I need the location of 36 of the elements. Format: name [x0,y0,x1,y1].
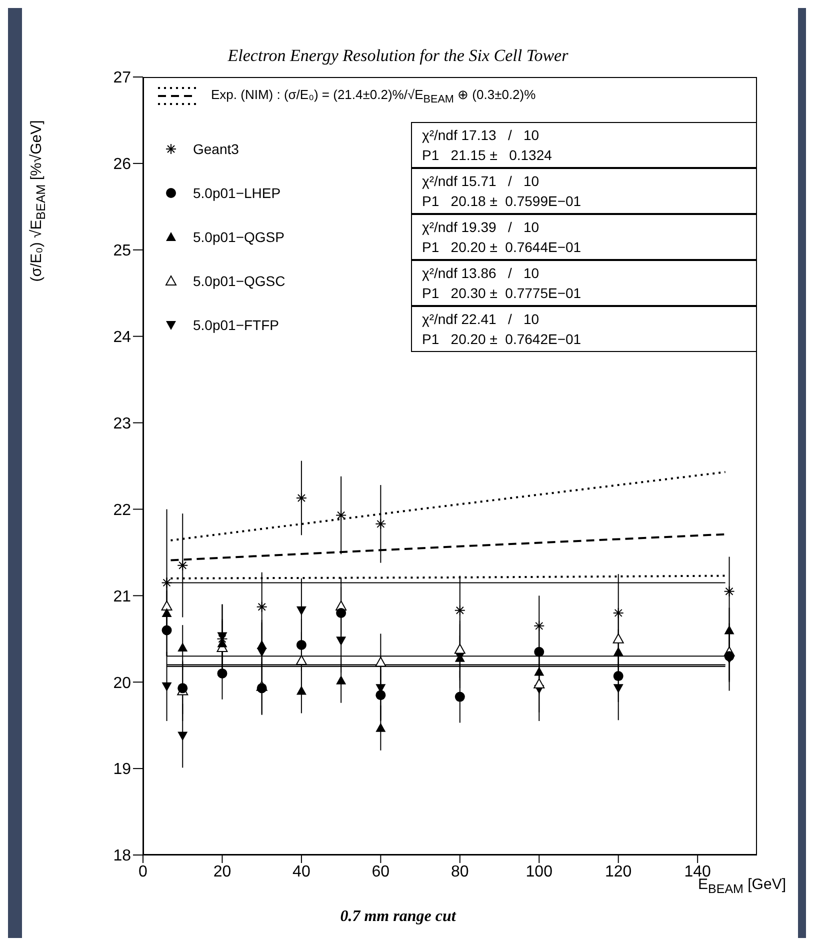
y-tick-label: 19 [113,761,132,778]
x-tick-label: 80 [451,863,469,880]
x-tick-label: 40 [292,863,310,880]
x-tick-label: 20 [213,863,232,880]
annotation: χ²/ndf 15.71 / 10 [422,172,540,191]
text: 0.7 mm range cut [339,908,458,926]
annotation: Exp. (NIM) : (σ/E₀) = (21.4±0.2)%/√E$_{BEAM}$ ⊕ (0.3±0.2)% [211,86,536,106]
annotation: P1 21.15 ± 0.1324 [422,146,553,165]
annotation: χ²/ndf 13.86 / 10 [422,264,540,283]
y-tick-label: 20 [113,674,132,692]
y-tick-label: 18 [113,848,132,865]
legend-label: 5.0p01−LHEP [193,185,281,201]
annotation: P1 20.20 ± 0.7644E−01 [422,238,582,257]
y-tick-label: 21 [113,588,132,606]
annotation: P1 20.30 ± 0.7775E−01 [422,284,582,303]
legend-label: 5.0p01−QGSP [193,229,284,245]
x-tick-label: 60 [372,863,390,880]
legend-label: 5.0p01−QGSC [193,273,286,289]
annotation: P1 20.20 ± 0.7642E−01 [422,330,582,349]
x-axis-title: E$_{BEAM}$ [GeV] [698,876,786,896]
y-tick-label: 24 [113,329,132,346]
y-tick-label: 22 [113,502,132,519]
x-tick-label: 0 [138,863,148,880]
legend-label: Geant3 [193,141,239,157]
legend-label: 5.0p01−FTFP [193,317,279,333]
annotation: χ²/ndf 17.13 / 10 [422,126,540,145]
y-tick-label: 27 [113,70,132,87]
annotation: P1 20.18 ± 0.7599E−01 [422,192,582,211]
annotation: χ²/ndf 19.39 / 10 [422,218,540,237]
x-tick-label: 120 [605,863,632,880]
y-tick-label: 26 [113,156,132,174]
annotation: χ²/ndf 22.41 / 10 [422,310,540,329]
chart-title: Electron Energy Resolution for the Six Cell Tower [226,46,570,66]
x-tick-label: 100 [526,863,553,880]
y-tick-label: 25 [113,242,132,260]
y-tick-label: 23 [113,415,132,432]
